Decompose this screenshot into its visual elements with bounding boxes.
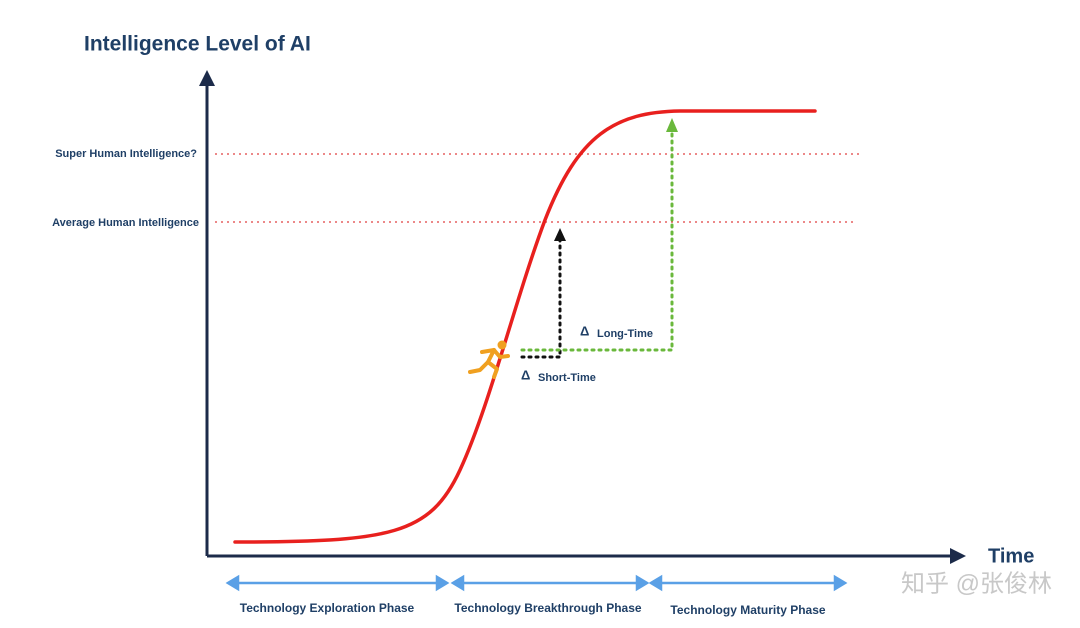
title: Intelligence Level of AI	[84, 33, 311, 56]
y-axis-arrow	[199, 70, 215, 86]
arrow-head	[554, 228, 566, 241]
level-label: Super Human Intelligence?	[55, 148, 197, 160]
delta-symbol: Δ	[580, 323, 589, 338]
annotation-label: Long-Time	[597, 328, 653, 340]
level-label: Average Human Intelligence	[52, 217, 199, 229]
delta-symbol: Δ	[521, 367, 530, 382]
phase-label: Technology Breakthrough Phase	[454, 601, 641, 615]
annotation-label: Short-Time	[538, 372, 596, 384]
arrow-head	[666, 118, 678, 132]
short-time-arrow	[520, 238, 562, 359]
long-time-arrow	[520, 130, 674, 352]
x-axis-label: Time	[988, 545, 1034, 567]
phase-label: Technology Maturity Phase	[670, 603, 825, 617]
watermark: 知乎 @张俊林	[901, 570, 1052, 597]
x-axis-arrow	[950, 548, 966, 564]
runner-icon	[468, 340, 510, 379]
phase-label: Technology Exploration Phase	[240, 601, 415, 615]
phase-arrows	[225, 574, 848, 592]
